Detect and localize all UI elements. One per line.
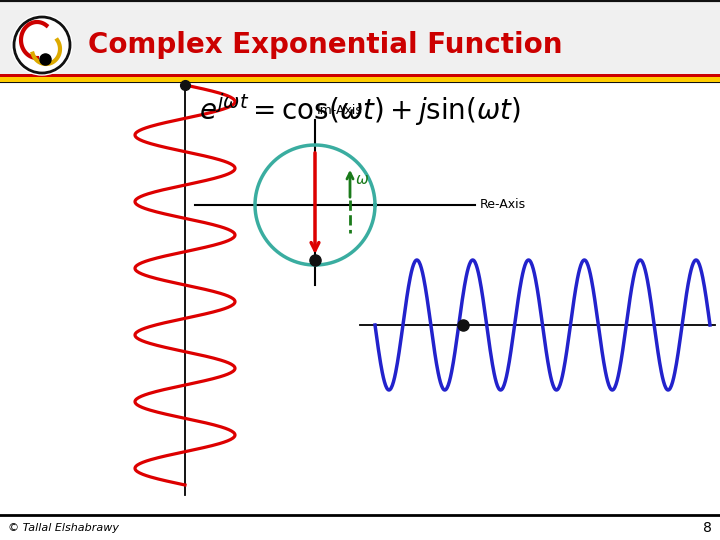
- Bar: [0, 0, 720, 80]
- Text: Im-Axis: Im-Axis: [317, 104, 363, 117]
- Circle shape: [12, 15, 72, 75]
- Text: © Tallal Elshabrawy: © Tallal Elshabrawy: [8, 523, 119, 533]
- Text: $e^{j\omega t} = \cos(\omega t) + j\sin(\omega t)$: $e^{j\omega t} = \cos(\omega t) + j\sin(…: [199, 92, 521, 129]
- Text: 8: 8: [703, 521, 712, 535]
- Text: Complex Exponential Function: Complex Exponential Function: [88, 31, 562, 59]
- Text: $\omega$: $\omega$: [355, 172, 369, 187]
- Bar: [0, 74, 720, 77]
- Text: Re-Axis: Re-Axis: [480, 199, 526, 212]
- Bar: [0, 77, 720, 82]
